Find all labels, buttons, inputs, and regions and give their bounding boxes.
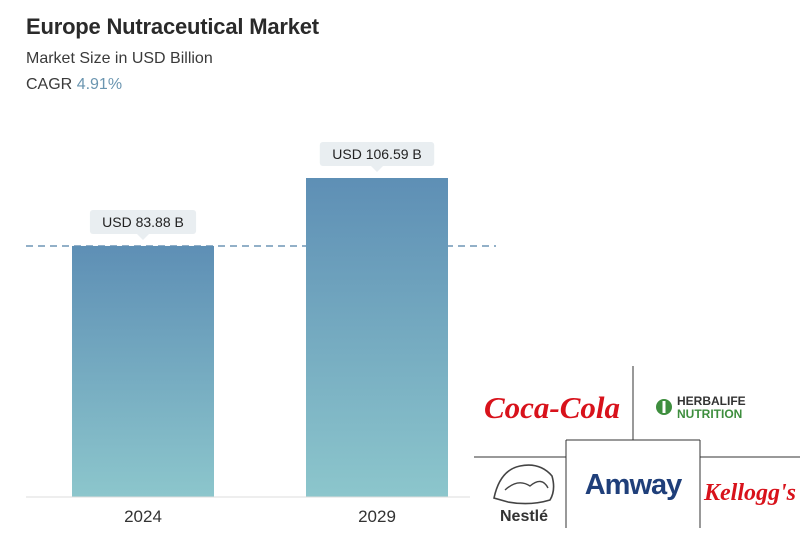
data-label-box-2024 xyxy=(89,209,197,234)
cagr-value: 4.91% xyxy=(76,76,123,93)
chart-header: Europe Nutraceutical Market Market Size … xyxy=(26,14,319,94)
data-label-pointer-2029 xyxy=(371,166,383,172)
x-tick-label-2029: 2029 xyxy=(358,507,396,526)
data-label-2029: USD 106.59 B xyxy=(332,146,422,162)
data-label-pointer-2024 xyxy=(137,233,149,240)
bar-2029 xyxy=(306,178,448,497)
chart-subtitle: Market Size in USD Billion xyxy=(26,50,213,67)
data-label-2024: USD 83.88 B xyxy=(102,214,184,230)
x-tick-label-2024: 2024 xyxy=(124,507,162,526)
cagr-line: CAGR 4.91% xyxy=(26,76,319,94)
bar-2024 xyxy=(72,245,214,497)
cagr-label: CAGR xyxy=(26,76,73,93)
data-label-box-2029 xyxy=(319,142,435,166)
chart-title: Europe Nutraceutical Market xyxy=(26,14,319,39)
